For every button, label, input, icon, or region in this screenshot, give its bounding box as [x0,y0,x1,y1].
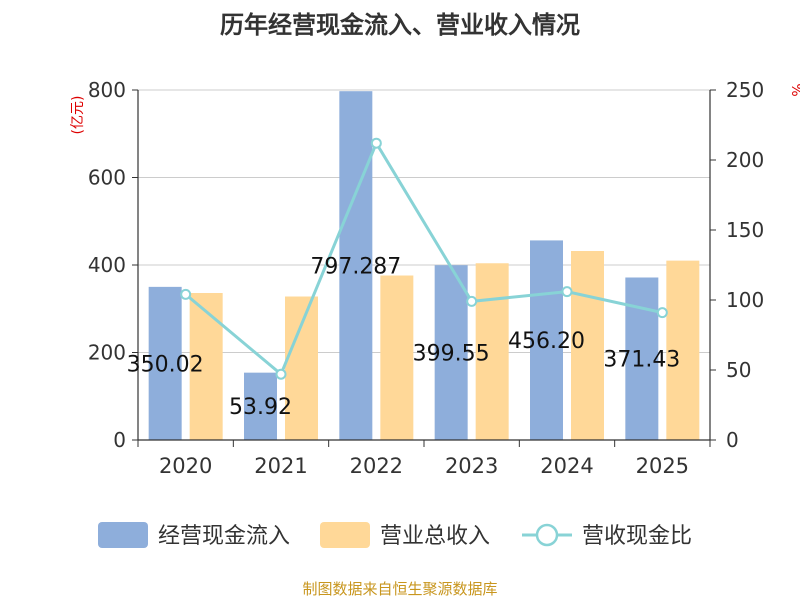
revenue-bar [285,296,318,440]
right-tick-label: 250 [726,78,764,102]
ratio-point [275,368,287,380]
cash-inflow-data-label: 53.92 [229,395,292,420]
chart-title: 历年经营现金流入、营业收入情况 [220,11,580,39]
ratio-point [466,295,478,307]
right-tick-label: 200 [726,148,764,172]
ratio-line [184,139,663,377]
left-tick-label: 600 [88,166,126,190]
axes-group [132,89,716,447]
ratio-point [370,137,382,149]
x-tick-label: 2023 [445,454,498,478]
cash-inflow-data-label: 399.55 [413,342,490,367]
legend-swatch [320,522,370,548]
cash-inflow-data-label: 371.43 [603,348,680,373]
cash-inflow-bar [339,91,373,440]
right-tick-label: 50 [726,358,751,382]
legend-label: 营业总收入 [380,524,490,549]
legend-label: 营收现金比 [582,524,692,549]
left-tick-label: 800 [88,78,126,102]
revenue-bar [571,251,604,440]
legend-swatch [98,522,148,548]
ratio-point [561,286,573,298]
x-tick-label: 2020 [159,454,212,478]
revenue-bar [475,263,509,440]
x-tick-label: 2024 [540,454,593,478]
cash-inflow-data-label: 350.02 [127,352,204,377]
cash-inflow-bar [148,286,182,440]
x-tick-label: 2022 [350,454,403,478]
legend-label: 经营现金流入 [158,524,290,549]
cash-inflow-data-label: 797.287 [310,255,401,280]
source-note: 制图数据来自恒生聚源数据库 [302,580,497,598]
cash-inflow-bar [530,240,563,440]
gridlines [138,89,710,353]
bars-group [148,91,700,440]
ratio-point [656,307,668,319]
left-axis-unit: (亿元) [70,96,86,135]
revenue-bar [380,275,414,440]
ratio-point [180,288,192,300]
left-tick-label: 0 [113,428,126,452]
left-tick-label: 200 [88,341,126,365]
right-axis-unit: % [788,83,800,96]
ratio-line-group [180,137,668,380]
x-tick-label: 2021 [254,454,307,478]
right-tick-label: 0 [726,428,739,452]
left-tick-label: 400 [88,253,126,277]
right-tick-label: 100 [726,288,764,312]
revenue-bar [189,293,223,440]
x-tick-label: 2025 [636,454,689,478]
cash-inflow-bar [434,265,468,440]
cash-inflow-bar [244,372,277,440]
legend-line-marker [535,523,559,547]
revenue-bar [666,260,700,440]
tick-labels-group: 0 200 400 600 800 0 50 100 150 200 250 2020 2021 2022… [88,78,764,478]
legend: 经营现金流入 营业总收入 营收现金比 [98,522,692,549]
right-tick-label: 150 [726,218,764,242]
cash-inflow-data-label: 456.20 [508,329,585,354]
data-labels-group: 350.02 53.92 797.287 399.55 456.20 371.43 [127,255,681,420]
